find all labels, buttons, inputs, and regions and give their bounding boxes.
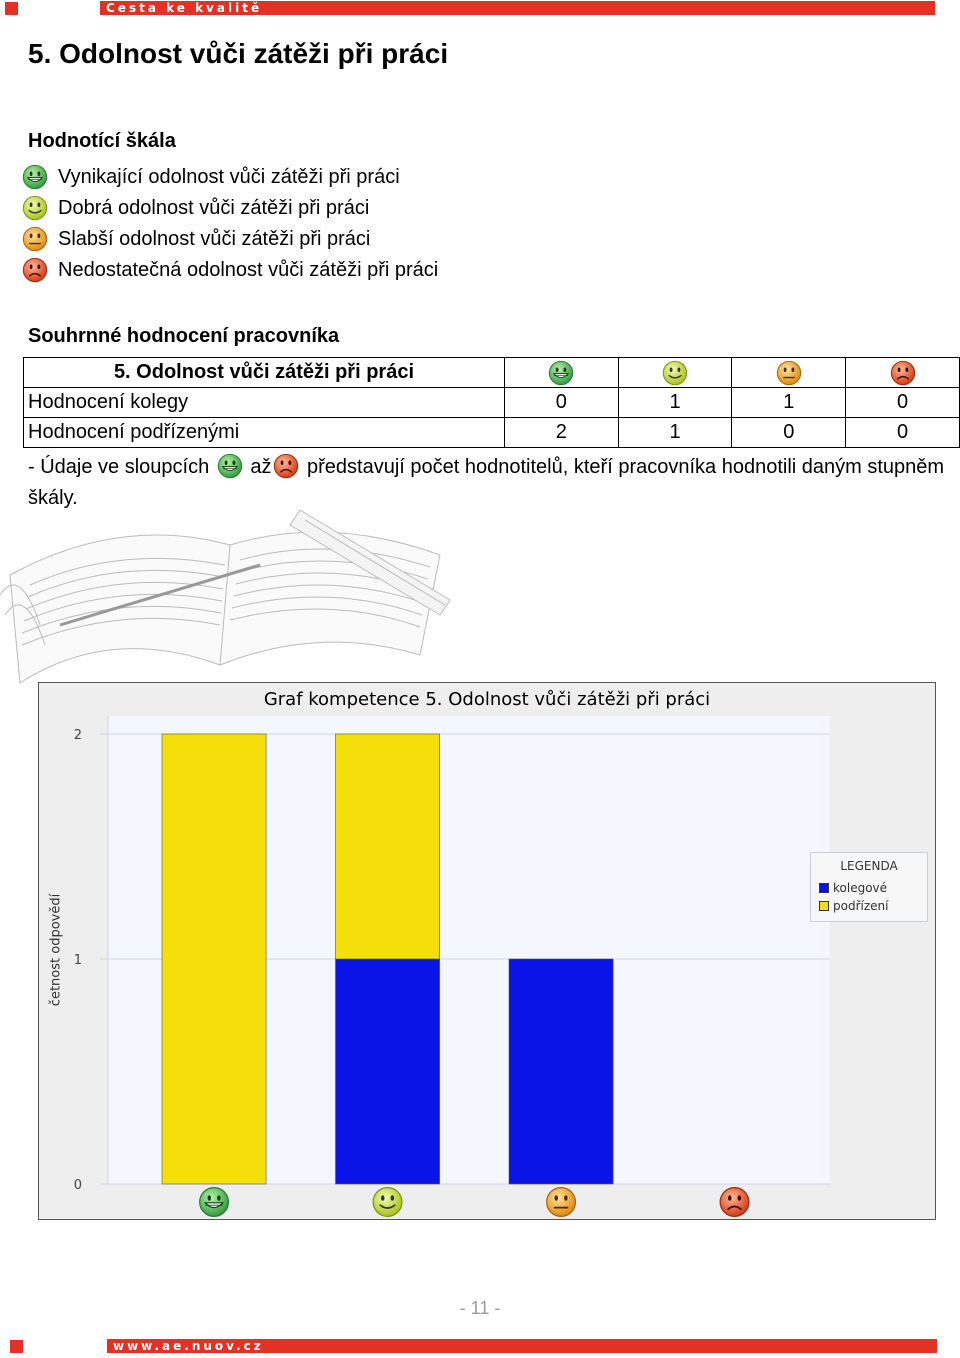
summary-table: 5. Odolnost vůči zátěži při práci Hodnoc…: [23, 357, 960, 448]
scale-item-insufficient: Nedostatečná odolnost vůči zátěži při pr…: [22, 255, 438, 285]
header-banner: Cesta ke kvalitě: [100, 1, 935, 15]
table-row: Hodnocení kolegy 0 1 1 0: [23, 387, 960, 418]
table-header-face: [845, 357, 960, 388]
grin-green-face-icon: [217, 453, 243, 479]
y-tick-label: 2: [74, 728, 82, 743]
neutral-orange-face-icon: [22, 226, 48, 252]
row-label: Hodnocení kolegy: [23, 387, 505, 418]
scale-item-label: Slabší odolnost vůči zátěži při práci: [58, 227, 371, 250]
smile-yellow-face-icon: [372, 1186, 403, 1218]
legend-label: podřízení: [833, 899, 889, 913]
y-tick-label: 0: [74, 1178, 82, 1193]
notebook-sketch-illustration: [0, 509, 451, 684]
footer-banner: www.ae.nuov.cz: [107, 1339, 937, 1353]
legend-item-podrizeni: podřízení: [819, 899, 888, 913]
header-square-icon: [5, 2, 18, 15]
table-cell: 1: [731, 387, 847, 418]
note-prefix: - Údaje ve sloupcích: [28, 456, 210, 478]
sad-red-face-icon: [719, 1186, 750, 1218]
note-mid: až: [250, 456, 272, 478]
y-tick-label: 1: [74, 953, 82, 968]
sad-red-face-icon: [890, 360, 916, 386]
summary-note: - Údaje ve sloupcích až představují poče…: [28, 452, 948, 514]
legend-title: LEGENDA: [840, 859, 898, 873]
legend-swatch-podrizeni: [819, 901, 829, 911]
smile-yellow-face-icon: [662, 360, 688, 386]
table-header-label: 5. Odolnost vůči zátěži při práci: [23, 357, 505, 388]
legend-item-kolegove: kolegové: [819, 881, 887, 895]
sad-red-face-icon: [22, 257, 48, 283]
table-cell: 2: [503, 417, 619, 448]
table-cell: 0: [845, 417, 960, 448]
bar-kolegove: [335, 958, 440, 1185]
table-cell: 1: [617, 387, 733, 418]
bar-podrizeni: [335, 733, 440, 960]
footer-banner-text: www.ae.nuov.cz: [113, 1339, 264, 1353]
chart-legend: LEGENDA kolegové podřízení: [810, 852, 928, 922]
bar-kolegove: [508, 958, 614, 1185]
table-header-face: [503, 357, 619, 388]
scale-item-good: Dobrá odolnost vůči zátěži při práci: [22, 193, 369, 223]
bar-podrizeni: [161, 733, 267, 1185]
table-cell: 0: [503, 387, 619, 418]
table-header-face: [617, 357, 733, 388]
chart-plot: 0 1 2: [74, 716, 830, 1218]
smile-yellow-face-icon: [22, 195, 48, 221]
scale-item-label: Nedostatečná odolnost vůči zátěži při pr…: [58, 258, 439, 281]
header-banner-text: Cesta ke kvalitě: [106, 1, 263, 15]
grin-green-face-icon: [548, 360, 574, 386]
footer-square-icon: [10, 1340, 23, 1353]
grin-green-face-icon: [199, 1186, 230, 1218]
row-label: Hodnocení podřízenými: [23, 417, 505, 448]
table-header-face: [731, 357, 847, 388]
chart-title: Graf kompetence 5. Odolnost vůči zátěži …: [263, 689, 711, 710]
legend-label: kolegové: [833, 881, 888, 895]
page-title: 5. Odolnost vůči zátěži při práci: [28, 38, 449, 69]
table-cell: 0: [731, 417, 847, 448]
neutral-orange-face-icon: [545, 1186, 577, 1218]
table-cell: 1: [617, 417, 733, 448]
scale-item-weaker: Slabší odolnost vůči zátěži při práci: [22, 224, 370, 254]
sad-red-face-icon: [273, 453, 299, 479]
scale-item-label: Dobrá odolnost vůči zátěži při práci: [58, 196, 370, 219]
table-row: Hodnocení podřízenými 2 1 0 0: [23, 417, 960, 448]
summary-heading: Souhrnné hodnocení pracovníka: [28, 325, 340, 347]
note-suffix: představují počet hodnotitelů, kteří pra…: [28, 456, 945, 509]
page-number: - 11 -: [459, 1298, 501, 1318]
neutral-orange-face-icon: [776, 360, 802, 386]
scale-heading: Hodnotící škála: [28, 130, 176, 152]
table-header-row: 5. Odolnost vůči zátěži při práci: [23, 357, 960, 388]
table-cell: 0: [845, 387, 960, 418]
grin-green-face-icon: [22, 164, 48, 190]
scale-item-excellent: Vynikající odolnost vůči zátěži při prác…: [22, 162, 400, 192]
legend-swatch-kolegove: [819, 883, 829, 893]
scale-item-label: Vynikající odolnost vůči zátěži při prác…: [58, 165, 400, 188]
